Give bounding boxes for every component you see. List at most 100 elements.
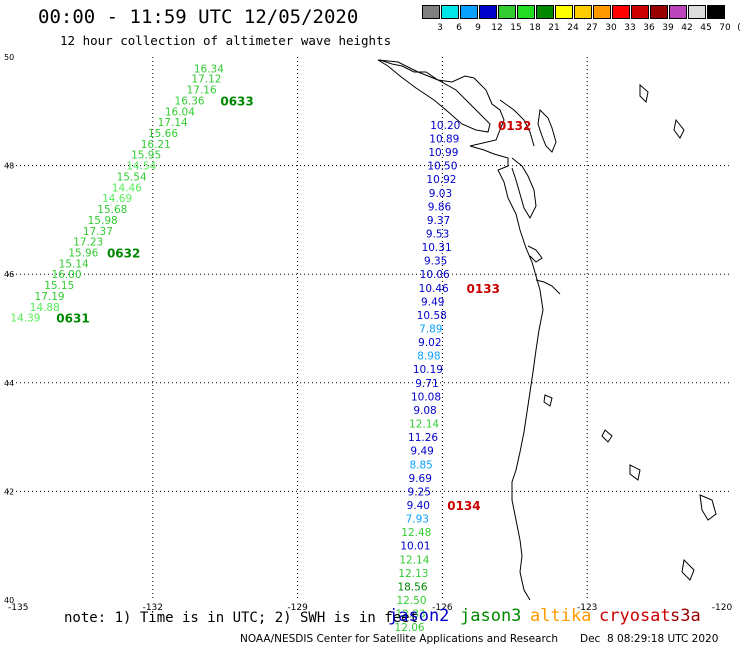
wave-height-label: 14.69 (102, 193, 132, 205)
coastline-lake-5 (681, 558, 695, 581)
legend-swatch (650, 5, 668, 19)
legend-swatch (479, 5, 497, 19)
wave-height-label: 17.16 (187, 85, 217, 97)
legend-tick-label: 6 (456, 23, 462, 33)
wave-height-label: 9.71 (415, 378, 438, 390)
wave-height-label: 10.99 (428, 147, 458, 159)
coastline-mainland (379, 59, 544, 601)
legend-tick-label: 30 (605, 23, 617, 33)
wave-height-label: 15.14 (59, 258, 89, 270)
wave-height-label: 17.37 (83, 226, 113, 238)
lat-tick-label: 50 (4, 53, 14, 62)
coastline-lake-6 (543, 394, 553, 407)
legend-tick-label: 27 (586, 23, 598, 33)
legend-swatch (460, 5, 478, 19)
wave-height-label: 12.06 (395, 622, 425, 634)
coastline-san-juan-islands (537, 108, 557, 153)
lat-tick-label: 46 (4, 270, 14, 279)
wave-height-label: 12.13 (398, 568, 428, 580)
legend-tick-label: 33 (624, 23, 636, 33)
pass-time-label: 0631 (56, 312, 89, 326)
mission-label-cryosat: cryosat (599, 606, 671, 626)
wave-height-label: 14.54 (126, 161, 156, 173)
lon-tick-label: -129 (287, 603, 308, 613)
coastline-lake-4 (699, 494, 717, 521)
pass-time-label: 0133 (467, 282, 500, 296)
wave-height-label: 12.14 (409, 419, 439, 431)
legend-tick-label: 3 (437, 23, 443, 33)
coastline-puget-sound (511, 157, 537, 220)
legend-tick-label: 15 (510, 23, 522, 33)
pass-time-label: 0632 (107, 246, 140, 260)
wave-height-label: 15.98 (88, 215, 118, 227)
wave-height-label: 16.36 (175, 95, 205, 107)
wave-height-label: 14.39 (10, 313, 40, 325)
wave-height-label: 9.25 (408, 486, 431, 498)
legend-swatch (422, 5, 440, 19)
wave-height-label: 18.56 (397, 581, 427, 593)
wave-height-label: 12.48 (401, 527, 431, 539)
lat-tick-label: 44 (4, 379, 14, 388)
pass-time-label: 0633 (220, 94, 253, 108)
coastline-strait-of-georgia (499, 99, 535, 147)
wave-height-label: 15.95 (131, 150, 161, 162)
wave-height-label: 10.50 (427, 161, 457, 173)
legend-swatch (517, 5, 535, 19)
legend-tick-label: 45 (700, 23, 712, 33)
wave-height-label: 15.54 (117, 171, 147, 183)
legend-swatch (631, 5, 649, 19)
wave-height-label: 17.14 (158, 117, 188, 129)
wave-height-label: 17.19 (35, 291, 65, 303)
wave-height-label: 9.49 (410, 446, 433, 458)
wave-height-label: 17.12 (191, 74, 221, 86)
wave-height-label: 10.01 (400, 541, 430, 553)
legend-swatch (574, 5, 592, 19)
wave-height-label: 9.37 (427, 215, 450, 227)
legend-swatch (593, 5, 611, 19)
legend-tick-label: 36 (643, 23, 655, 33)
wave-height-label: 9.86 (428, 201, 452, 213)
legend-swatch (536, 5, 554, 19)
wave-height-label: 12.33 (396, 609, 426, 621)
lat-tick-label: 48 (4, 162, 14, 171)
wave-height-label: 10.92 (426, 174, 456, 186)
coastline-lake-3 (629, 464, 641, 481)
legend-tick-label: 9 (475, 23, 481, 33)
legend-tick-label: 18 (529, 23, 541, 33)
coastline-lake-7 (601, 429, 613, 443)
wave-height-label: 15.68 (97, 204, 127, 216)
wave-height-label: 10.46 (419, 283, 449, 295)
wave-height-label: 12.50 (396, 595, 426, 607)
legend-tick-label: 70 (719, 23, 731, 33)
coastline (377, 59, 717, 601)
wave-height-label: 9.02 (418, 337, 441, 349)
legend-swatch (612, 5, 630, 19)
legend-tick-label: 24 (567, 23, 579, 33)
wave-height-label: 15.96 (68, 247, 98, 259)
wave-height-label: 10.06 (420, 269, 450, 281)
wave-height-label: 10.20 (430, 120, 460, 132)
wave-height-label: 14.88 (30, 302, 60, 314)
wave-height-label: 10.08 (411, 391, 441, 403)
west-track-values: 16.3417.1217.1616.3616.0417.1415.6616.21… (10, 63, 224, 324)
lon-tick-label: -135 (8, 603, 28, 613)
legend-swatch (669, 5, 687, 19)
legend-tick-label: 39 (662, 23, 674, 33)
wave-height-label: 10.31 (422, 242, 452, 254)
chart-subtitle: 12 hour collection of altimeter wave hei… (60, 33, 392, 48)
lon-tick-label: -123 (577, 603, 597, 613)
mission-label-jason2: jason2 (388, 606, 450, 626)
mission-label-s3a: s3a (670, 606, 701, 626)
wave-height-label: 10.89 (429, 133, 459, 145)
legend-swatch (498, 5, 516, 19)
pass-time-labels: 0633 0632 0631 0132 0133 0134 (56, 94, 531, 513)
credit-line: NOAA/NESDIS Center for Satellite Applica… (240, 633, 558, 645)
pass-time-label: 0132 (498, 119, 531, 133)
wave-height-label: 16.34 (194, 63, 224, 75)
legend-unit-label: (ft) (732, 23, 740, 33)
wave-height-label: 9.69 (409, 473, 432, 485)
legend-swatch (441, 5, 459, 19)
legend-tick-label: 12 (491, 23, 503, 33)
wave-height-label: 9.49 (421, 296, 444, 308)
